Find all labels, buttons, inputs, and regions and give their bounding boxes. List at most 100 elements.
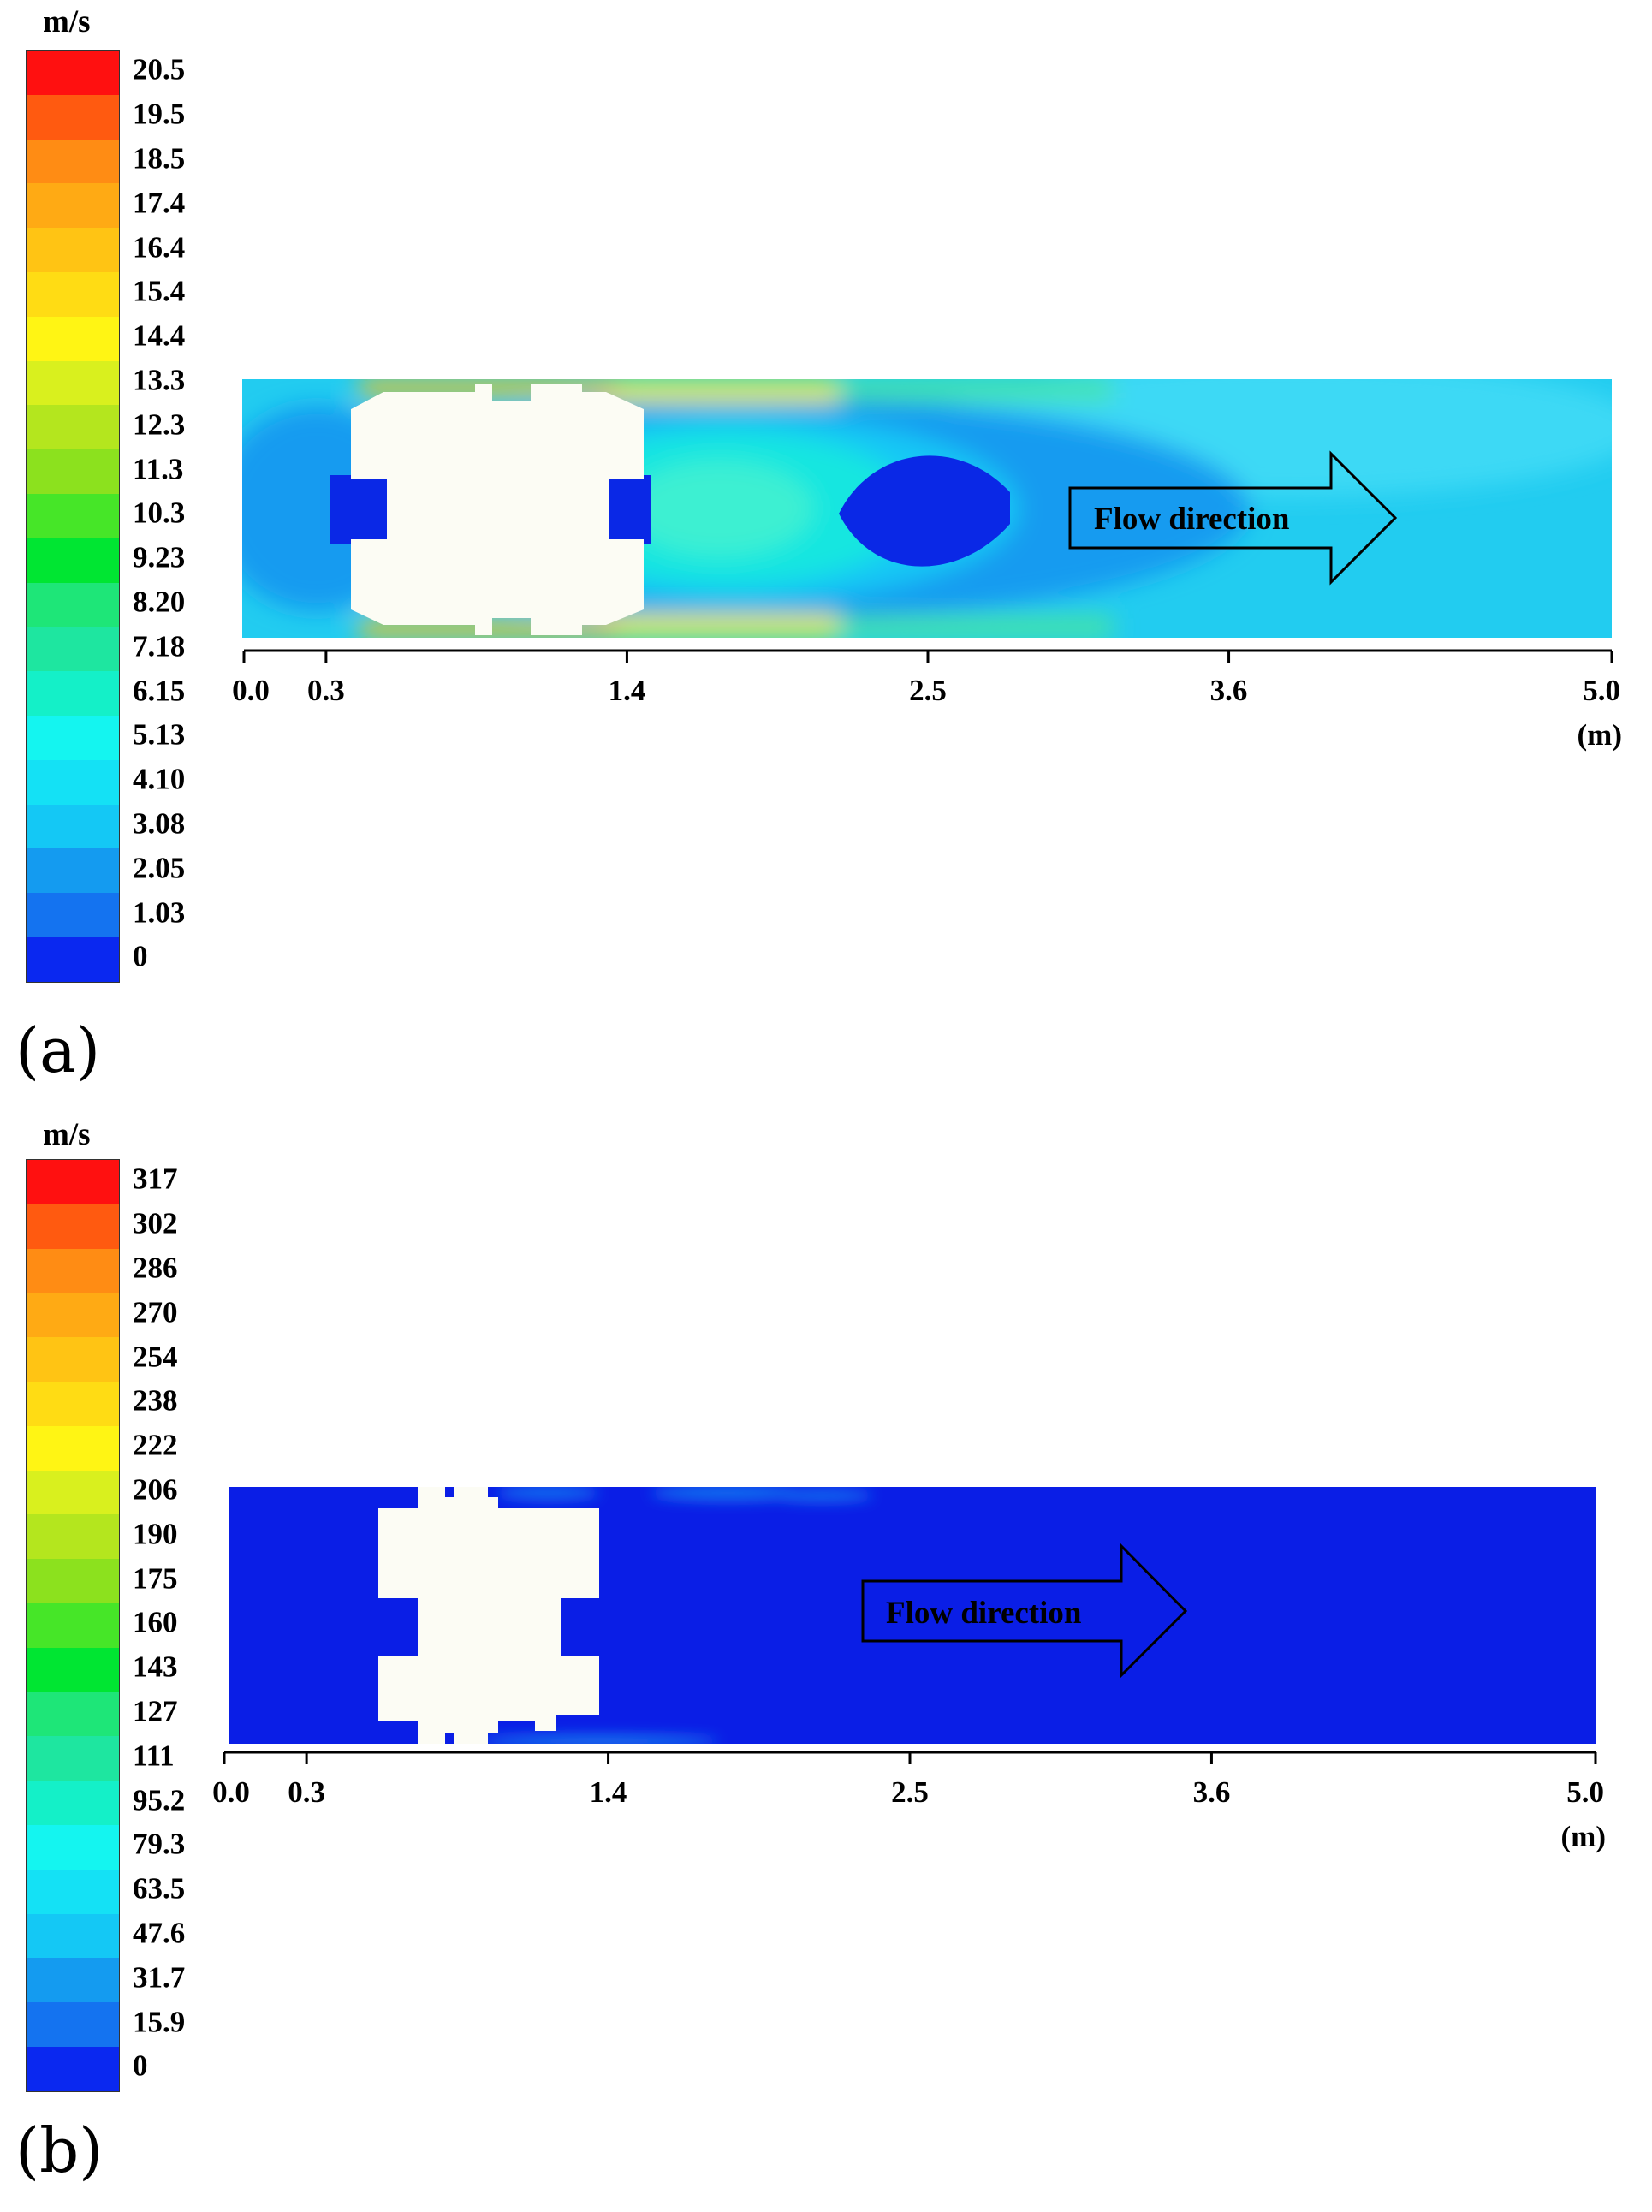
colorbar-swatch	[27, 1781, 119, 1825]
flow-direction-label: Flow direction	[1094, 502, 1290, 537]
colorbar-swatch	[27, 1913, 119, 1959]
colorbar-tick-label: 222	[133, 1428, 178, 1462]
colorbar-tick-label: 0	[133, 2048, 148, 2083]
colorbar-tick-label: 17.4	[133, 186, 186, 220]
colorbar-swatch	[27, 139, 119, 184]
colorbar-tick-label: 8.20	[133, 585, 186, 619]
colorbar-swatch	[27, 94, 119, 140]
colorbar-tick-label: 11.3	[133, 452, 184, 485]
obstacle	[378, 1487, 599, 1744]
colorbar-swatch	[27, 1160, 119, 1204]
x-axis-tick-label: 0.3	[307, 674, 345, 707]
velocity-contour-field: Flow direction 0.0 0.3 1.4 2.5 3.6 5.0 (m)	[212, 1487, 1606, 1853]
colorbar-tick-label: 12.3	[133, 407, 186, 442]
colorbar-tick-label: 2.05	[133, 851, 186, 885]
colorbar-tick-label: 270	[133, 1295, 178, 1329]
colorbar-swatch	[27, 671, 119, 716]
x-axis-unit-label: (m)	[1578, 718, 1622, 752]
colorbar-tick-label: 238	[133, 1383, 178, 1418]
colorbar-tick-label: 254	[133, 1340, 178, 1373]
colorbar-swatch	[27, 1958, 119, 2003]
colorbar-swatch	[27, 228, 119, 272]
colorbar-swatch	[27, 582, 119, 627]
x-axis-tick-label: 1.4	[609, 674, 646, 707]
colorbar-tick-label: 10.3	[133, 496, 186, 530]
x-axis-tick-label: 0.3	[288, 1775, 325, 1809]
x-axis-tick-label: 0.0	[212, 1775, 250, 1809]
colorbar-tick-label: 190	[133, 1517, 178, 1551]
colorbar-tick-label: 6.15	[133, 674, 186, 707]
colorbar-tick-label: 13.3	[133, 363, 186, 397]
colorbar-tick-label: 16.4	[133, 230, 186, 264]
colorbar-tick-label: 317	[133, 1162, 178, 1196]
colorbar-tick-label: 160	[133, 1605, 178, 1639]
colorbar-swatch	[27, 449, 119, 494]
colorbar-swatch	[27, 627, 119, 672]
colorbar-swatch	[27, 937, 119, 982]
colorbar-swatch	[27, 2046, 119, 2091]
colorbar-tick-label: 1.03	[133, 895, 186, 929]
colorbar-swatch	[27, 893, 119, 937]
x-axis-tick-label: 3.6	[1193, 1775, 1231, 1809]
colorbar-tick-label: 302	[133, 1206, 178, 1240]
x-axis-tick-label: 5.0	[1566, 1775, 1604, 1809]
colorbar-tick-label: 19.5	[133, 97, 186, 131]
colorbar-swatch	[27, 1425, 119, 1471]
colorbar-tick-label: 47.6	[133, 1916, 186, 1950]
panel-label-a: (a)	[15, 1014, 101, 1086]
colorbar-swatch	[27, 1514, 119, 1560]
colorbar-swatch	[27, 405, 119, 450]
colorbar-tick-label: 95.2	[133, 1783, 186, 1817]
x-axis-tick-label: 3.6	[1210, 674, 1248, 707]
panel-label-b: (b)	[15, 2114, 104, 2186]
colorbar-swatch	[27, 1869, 119, 1914]
colorbar-swatch	[27, 1381, 119, 1426]
colorbar-swatch	[27, 759, 119, 805]
colorbar-swatch	[27, 271, 119, 317]
colorbar	[26, 1159, 120, 2092]
colorbar-unit: m/s	[43, 4, 91, 39]
colorbar-tick-label: 143	[133, 1650, 178, 1684]
velocity-contour-field: Flow direction 0.0 0.3 1.4 2.5 3.6 5.0 (m)	[232, 379, 1622, 752]
colorbar-swatch	[27, 2002, 119, 2047]
x-axis-tick-label: 2.5	[909, 674, 947, 707]
colorbar-swatch	[27, 316, 119, 361]
colorbar-swatch	[27, 51, 119, 95]
colorbar-tick-label: 15.4	[133, 274, 186, 308]
colorbar-swatch	[27, 1204, 119, 1249]
colorbar-tick-label: 206	[133, 1472, 178, 1507]
x-axis-tick-label: 0.0	[232, 674, 270, 707]
colorbar-tick-label: 63.5	[133, 1871, 186, 1906]
panel-b: m/s Flow direction 0.0 0.3 1.4 2.5 3.6 5.0 (m)…	[0, 1106, 1652, 2212]
x-axis-tick-label: 1.4	[590, 1775, 627, 1809]
colorbar-tick-label: 31.7	[133, 1960, 186, 1995]
colorbar-tick-label: 286	[133, 1251, 178, 1285]
colorbar-swatch	[27, 1736, 119, 1781]
obstacle	[351, 384, 644, 635]
colorbar-tick-label: 9.23	[133, 540, 186, 574]
colorbar-swatch	[27, 1692, 119, 1737]
colorbar-tick-label: 175	[133, 1561, 178, 1595]
colorbar-swatch	[27, 1824, 119, 1870]
colorbar-tick-label: 7.18	[133, 629, 186, 663]
panel-a: m/s	[15, 4, 1622, 1086]
colorbar	[26, 50, 120, 983]
colorbar-swatch	[27, 183, 119, 229]
colorbar-tick-label: 127	[133, 1694, 178, 1728]
stagnation-left	[330, 475, 389, 544]
colorbar-swatch	[27, 1559, 119, 1603]
flow-arrow	[1068, 450, 1398, 586]
colorbar-swatch	[27, 538, 119, 583]
flow-arrow	[861, 1543, 1188, 1679]
colorbar-swatch	[27, 1248, 119, 1293]
colorbar-swatch	[27, 1470, 119, 1515]
colorbar-tick-label: 4.10	[133, 762, 186, 796]
colorbar-swatch	[27, 360, 119, 406]
colorbar-tick-label: 0	[133, 939, 148, 973]
x-axis-tick-label: 2.5	[891, 1775, 929, 1809]
colorbar-tick-label: 5.13	[133, 717, 186, 752]
colorbar-tick-label: 3.08	[133, 806, 186, 841]
x-axis-unit-label: (m)	[1561, 1820, 1606, 1853]
colorbar-swatch	[27, 493, 119, 538]
colorbar-tick-label: 14.4	[133, 318, 186, 353]
